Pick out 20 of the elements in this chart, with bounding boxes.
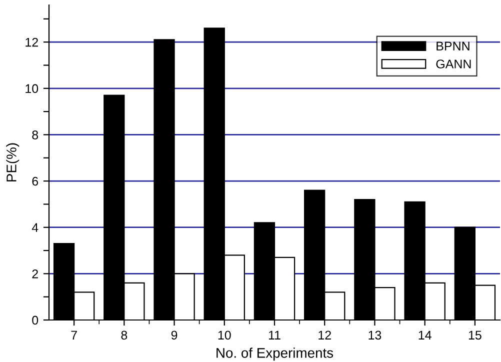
x-tick-label: 7 (71, 330, 77, 340)
y-tick-label: 4 (32, 223, 38, 232)
y-tick-label: 8 (32, 130, 38, 140)
x-tick-label: 11 (268, 330, 280, 340)
x-tick-label: 10 (218, 330, 231, 340)
x-tick-label: 13 (368, 330, 382, 340)
x-tick-label: 8 (121, 330, 128, 340)
y-tick-label: 6 (32, 176, 38, 186)
legend-label: BPNN (436, 42, 470, 50)
y-tick-label: 2 (32, 269, 38, 278)
y-tick-label: 10 (26, 84, 38, 94)
legend-label: GANN (436, 60, 471, 68)
x-tick-label: 14 (418, 330, 432, 340)
y-tick-label: 0 (32, 316, 38, 325)
y-tick-label: 12 (26, 38, 38, 47)
y-axis-title: PE(%) (6, 143, 20, 182)
x-tick-label: 9 (171, 330, 178, 340)
x-tick-label: 15 (468, 330, 482, 340)
x-axis-title: No. of Experiments (216, 348, 334, 361)
x-tick-label: 12 (318, 330, 331, 340)
